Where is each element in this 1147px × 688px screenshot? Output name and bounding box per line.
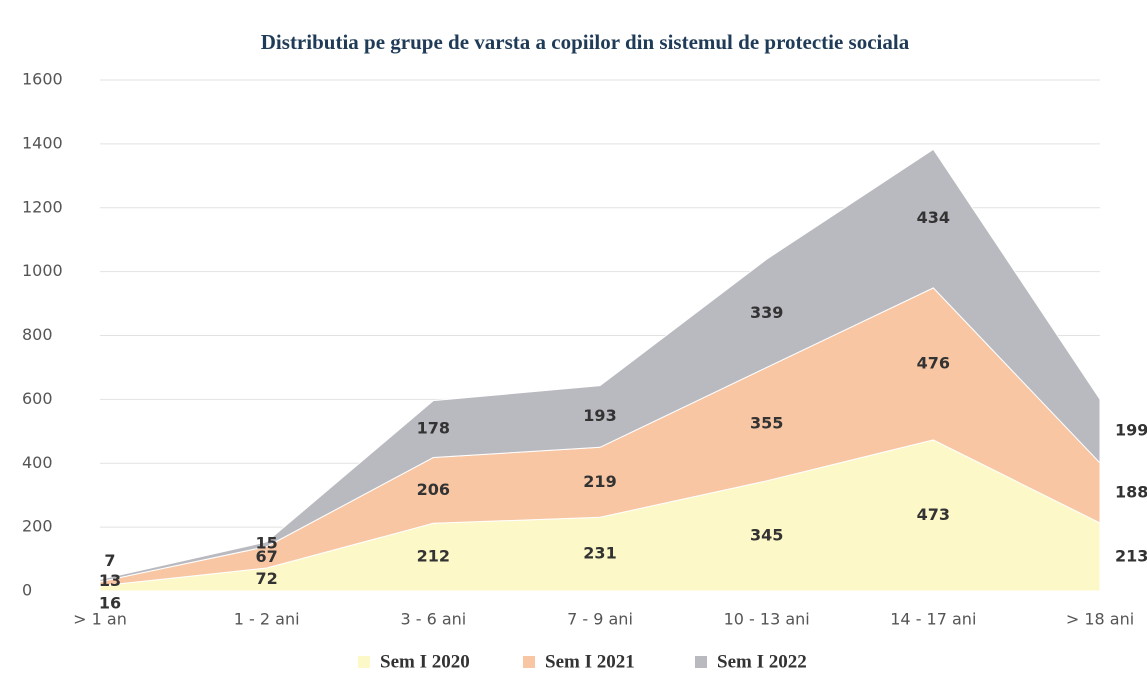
data-label: 212 (417, 547, 450, 566)
data-label: 188 (1115, 482, 1147, 501)
y-tick-label: 1600 (22, 70, 63, 89)
legend-label: Sem I 2022 (717, 651, 807, 672)
y-tick-label: 800 (22, 325, 53, 344)
data-label: 13 (99, 571, 121, 590)
data-label: 67 (256, 547, 278, 566)
area (99, 148, 1101, 583)
legend-label: Sem I 2020 (380, 651, 470, 672)
y-tick-label: 1400 (22, 133, 63, 152)
data-label: 473 (917, 505, 950, 524)
data-label: 476 (917, 353, 950, 372)
x-tick-label: > 1 an (73, 610, 127, 629)
data-label: 231 (583, 544, 616, 563)
y-tick-label: 600 (22, 389, 53, 408)
y-tick-label: 1200 (22, 197, 63, 216)
legend-swatch (523, 656, 535, 668)
data-label: 355 (750, 414, 783, 433)
x-tick-label: 1 - 2 ani (234, 610, 300, 629)
data-label: 16 (99, 593, 121, 612)
data-label: 199 (1115, 421, 1147, 440)
data-label: 7 (104, 551, 115, 570)
x-tick-label: > 18 ani (1066, 610, 1134, 629)
data-label: 213 (1115, 546, 1147, 565)
x-tick-label: 7 - 9 ani (567, 610, 633, 629)
labels: > 1 an 1 - 2 ani 3 - 6 ani 7 - 9 ani 10 - 13… (73, 208, 1147, 672)
data-label: 72 (256, 569, 278, 588)
data-label: 15 (256, 534, 278, 553)
y-tick-label: 0 (22, 581, 32, 600)
y-tick-label: 400 (22, 453, 53, 472)
legend-label: Sem I 2021 (545, 651, 635, 672)
data-label: 193 (583, 406, 616, 425)
grid: 0 200 400 600 800 1000 1200 1400 1600 (22, 70, 1100, 600)
x-tick-label: 14 - 17 ani (890, 610, 976, 629)
y-tick-label: 200 (22, 517, 53, 536)
chart-title: Distributia pe grupe de varsta a copiilo… (261, 30, 910, 54)
data-label: 219 (583, 472, 616, 491)
legend-swatch (358, 656, 370, 668)
x-tick-label: 10 - 13 ani (724, 610, 810, 629)
data-label: 206 (417, 480, 450, 499)
data-label: 339 (750, 303, 783, 322)
data-label: 178 (417, 419, 450, 438)
areas (99, 148, 1101, 592)
legend-swatch (695, 656, 707, 668)
y-tick-label: 1000 (22, 261, 63, 280)
x-tick-label: 3 - 6 ani (400, 610, 466, 629)
data-label: 434 (917, 208, 950, 227)
data-label: 345 (750, 525, 783, 544)
